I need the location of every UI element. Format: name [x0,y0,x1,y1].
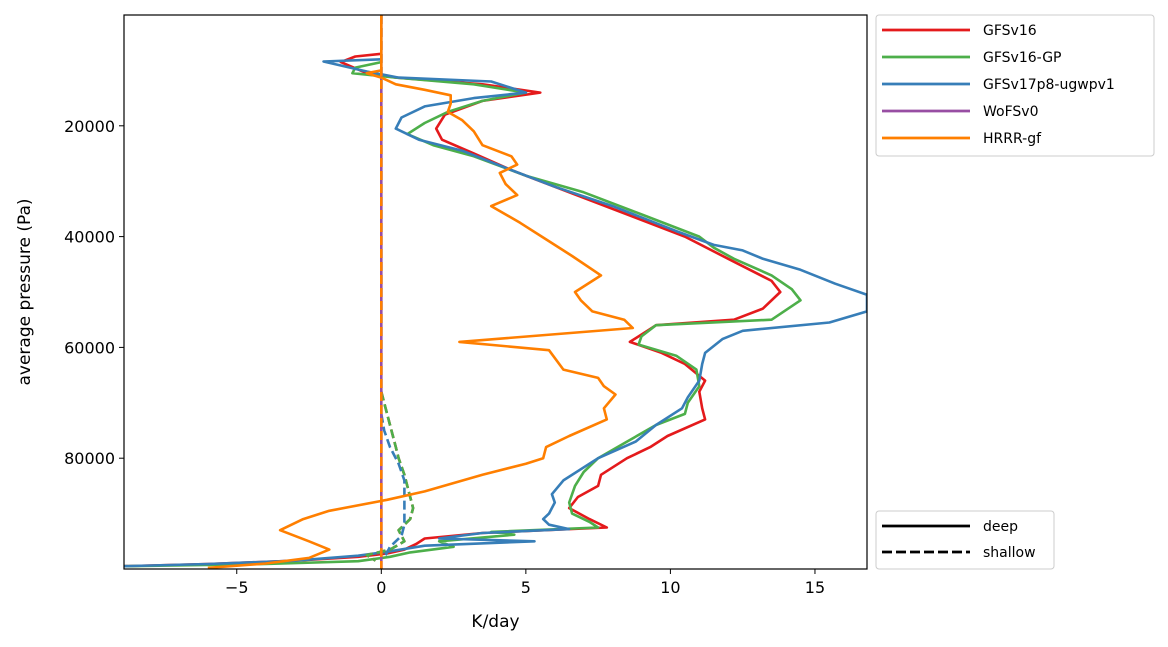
y-tick-label: 80000 [64,449,115,468]
legend-label: HRRR-gf [983,131,1042,147]
series-lines [124,15,867,569]
y-axis-label: average pressure (Pa) [15,199,35,386]
x-tick-label: 15 [805,578,825,597]
legend-styles: deep shallow [875,510,1055,570]
legend-label: GFSv17p8-ugwpv1 [983,77,1115,93]
plot-area [124,15,867,569]
x-tick-label: 5 [521,578,531,597]
plot-frame [123,14,868,570]
legend-label: GFSv16 [983,23,1037,39]
series-line-gfsv16-gp-shallow [365,391,415,562]
x-axis: −5 0 5 10 15 [225,569,825,597]
series-line-hrrr-gf-deep [207,15,635,569]
x-tick-label: 0 [376,578,386,597]
y-axis: 20000 40000 60000 80000 [64,117,124,468]
series-line-gfsv17p8-ugwpv1-shallow [380,413,406,559]
legend-label: GFSv16-GP [983,50,1062,66]
legend-label: WoFSv0 [983,104,1038,120]
y-tick-label: 20000 [64,117,115,136]
legend-models: GFSv16 GFSv16-GP GFSv17p8-ugwpv1 WoFSv0 HRRR… [875,14,1155,157]
x-tick-label: −5 [225,578,249,597]
legend-box [875,14,1155,157]
x-tick-label: 10 [660,578,680,597]
series-line-gfsv17p8-ugwpv1-deep [124,58,867,568]
legend-label: shallow [983,545,1036,561]
y-tick-label: 40000 [64,228,115,247]
y-tick-label: 60000 [64,338,115,357]
legend-label: deep [983,519,1018,535]
x-axis-label: K/day [471,612,519,632]
